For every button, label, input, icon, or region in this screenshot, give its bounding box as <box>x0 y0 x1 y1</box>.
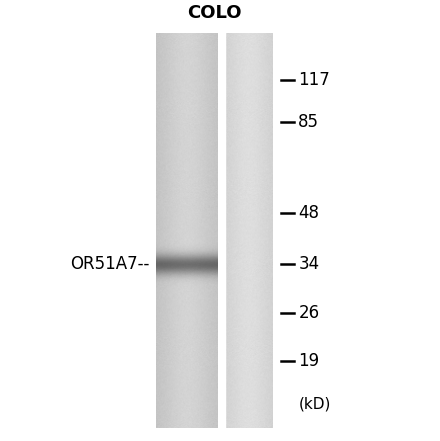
Text: (kD): (kD) <box>298 396 331 411</box>
Text: 117: 117 <box>298 71 330 90</box>
Text: OR51A7--: OR51A7-- <box>70 255 150 273</box>
Text: 19: 19 <box>298 351 319 370</box>
Text: 34: 34 <box>298 255 319 273</box>
Text: COLO: COLO <box>187 4 242 22</box>
Text: 48: 48 <box>298 204 319 222</box>
Text: 85: 85 <box>298 113 319 131</box>
Text: 26: 26 <box>298 304 319 322</box>
